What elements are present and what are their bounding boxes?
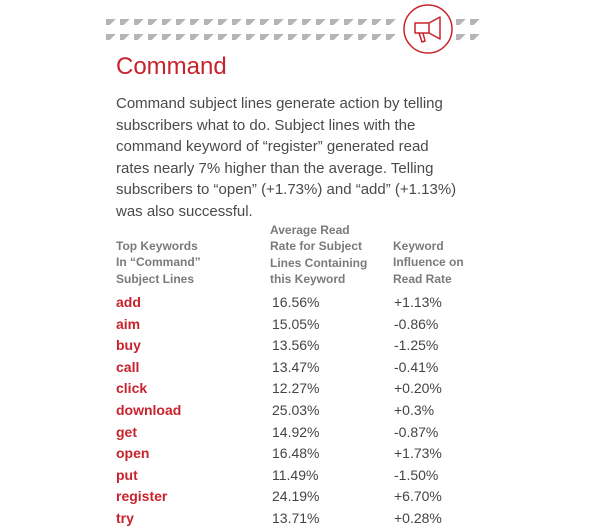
column-header-read-rate: Average Read Rate for Subject Lines Contai… — [270, 222, 367, 287]
intro-line: Command subject lines generate action by… — [116, 95, 443, 112]
read-rate-cell: 12.27% — [272, 380, 320, 397]
read-rate-cell: 16.48% — [272, 445, 320, 462]
influence-cell: +6.70% — [394, 488, 442, 505]
intro-line: subscribers what to do. Subject lines wi… — [116, 116, 416, 134]
table-row: add 16.56% +1.13% — [0, 292, 600, 314]
keyword-cell: aim — [116, 315, 141, 332]
table-row: put 11.49% -1.50% — [0, 465, 600, 487]
page-title: Command — [116, 53, 227, 80]
column-header-influence: Keyword Influence on Read Rate — [393, 238, 464, 287]
read-rate-cell: 13.56% — [272, 337, 320, 354]
read-rate-cell: 25.03% — [272, 401, 320, 418]
influence-cell: -1.25% — [394, 337, 439, 354]
column-header-keywords: Top Keywords In “Command” Subject Lines — [116, 238, 201, 287]
header-line: Keyword — [393, 239, 444, 253]
table-row: download 25.03% +0.3% — [0, 400, 600, 422]
influence-cell: -0.86% — [394, 315, 439, 332]
keyword-cell: buy — [116, 337, 141, 354]
intro-line: subscribers to “open” (+1.73%) and “add”… — [116, 181, 457, 199]
table-row: click 12.27% +0.20% — [0, 378, 600, 400]
read-rate-cell: 14.92% — [272, 423, 320, 440]
header-line: Top Keywords — [116, 239, 198, 253]
keyword-cell: add — [116, 294, 141, 310]
keyword-cell: click — [116, 380, 148, 397]
influence-cell: +0.3% — [394, 401, 435, 418]
keyword-cell: register — [116, 488, 168, 505]
keyword-table: add 16.56% +1.13% aim 15.05% -0.86% buy 13.56% -… — [0, 292, 600, 530]
intro-paragraph: Command subject lines generate action by… — [116, 93, 456, 223]
header-line: Lines Containing — [270, 255, 368, 270]
read-rate-cell: 13.47% — [272, 358, 320, 375]
header-line: this Keyword — [270, 271, 346, 286]
keyword-cell: call — [116, 358, 140, 375]
keyword-cell: download — [116, 401, 182, 418]
intro-line: was also successful. — [116, 202, 253, 220]
influence-cell: +0.28% — [394, 509, 442, 526]
influence-cell: +1.73% — [394, 445, 442, 462]
table-row: try 13.71% +0.28% — [0, 508, 600, 530]
influence-cell: -1.50% — [394, 466, 439, 483]
influence-cell: -0.87% — [394, 423, 439, 440]
read-rate-cell: 13.71% — [272, 509, 320, 526]
header-line: In “Command” — [116, 255, 201, 270]
keyword-cell: try — [116, 509, 134, 526]
table-row: get 14.92% -0.87% — [0, 422, 600, 444]
table-row: open 16.48% +1.73% — [0, 443, 600, 465]
header-line: Rate for Subject — [270, 239, 363, 254]
header-line: Influence on — [393, 255, 464, 270]
header-line: Subject Lines — [116, 271, 195, 286]
keyword-cell: get — [116, 423, 137, 440]
read-rate-cell: 15.05% — [272, 315, 320, 332]
header-line: Read Rate — [393, 271, 452, 286]
table-row: register 24.19% +6.70% — [0, 486, 600, 508]
header-line: Average Read — [270, 223, 350, 237]
influence-cell: -0.41% — [394, 358, 439, 375]
influence-cell: +1.13% — [394, 294, 442, 310]
keyword-cell: open — [116, 445, 150, 462]
influence-cell: +0.20% — [394, 380, 442, 397]
megaphone-icon — [403, 4, 453, 54]
table-row: call 13.47% -0.41% — [0, 357, 600, 379]
table-row: buy 13.56% -1.25% — [0, 335, 600, 357]
table-row: aim 15.05% -0.86% — [0, 314, 600, 336]
intro-line: rates nearly 7% higher than the average.… — [116, 159, 434, 177]
read-rate-cell: 16.56% — [272, 294, 320, 310]
read-rate-cell: 24.19% — [272, 488, 320, 505]
read-rate-cell: 11.49% — [272, 466, 319, 483]
keyword-cell: put — [116, 466, 138, 483]
intro-line: command keyword of “register” generated … — [116, 138, 429, 156]
